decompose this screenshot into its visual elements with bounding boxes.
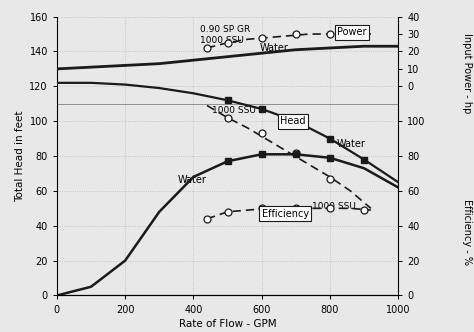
Text: 1000 SSU: 1000 SSU <box>312 202 356 211</box>
Y-axis label: Total Head in feet: Total Head in feet <box>15 110 25 202</box>
Text: 1000 SSU: 1000 SSU <box>212 106 256 115</box>
Text: Input Power - hp: Input Power - hp <box>462 33 472 113</box>
Text: Power: Power <box>337 27 367 37</box>
Text: Head: Head <box>281 116 306 126</box>
Text: Water: Water <box>337 139 365 149</box>
X-axis label: Rate of Flow - GPM: Rate of Flow - GPM <box>179 319 276 329</box>
Text: Water: Water <box>260 43 289 53</box>
Text: Efficiency: Efficiency <box>262 208 309 218</box>
Text: Efficiency - %: Efficiency - % <box>462 200 472 265</box>
Text: 0.90 SP GR
1000 SSU: 0.90 SP GR 1000 SSU <box>200 25 250 45</box>
Text: Water: Water <box>178 175 207 186</box>
